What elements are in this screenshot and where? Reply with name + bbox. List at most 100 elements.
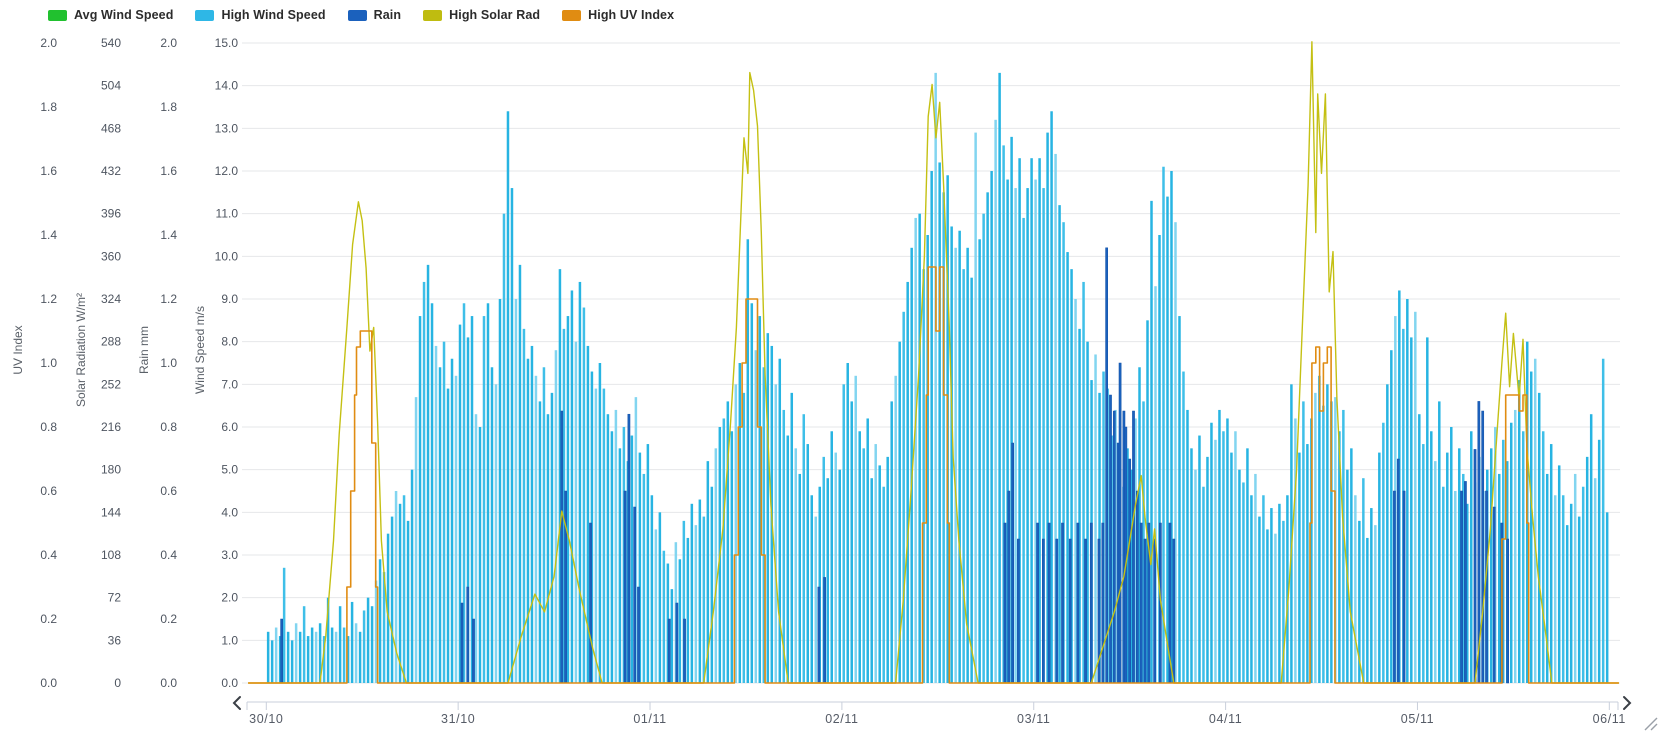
wind-bar (942, 192, 945, 684)
rain-bar (633, 506, 637, 684)
rain-bar (472, 618, 475, 684)
wind-bar (1390, 350, 1393, 683)
wind-bar (1178, 316, 1181, 683)
series-high-solar-rad-line (248, 41, 1619, 684)
wind-bar (954, 247, 957, 684)
y-tick-label: 288 (101, 335, 121, 349)
y-tick-label: 1.2 (160, 292, 177, 306)
wind-bar (1454, 491, 1457, 683)
wind-bar (422, 281, 426, 683)
y-axis-solar: 0 36 72 108 144 180 216 252 288 324 360 396 432 468 50… (74, 36, 121, 690)
y-tick-label: 2.0 (221, 591, 238, 605)
wind-bar (418, 316, 422, 683)
wind-bar (326, 597, 330, 683)
wind-bar (986, 192, 989, 684)
x-date-label: 02/11 (825, 712, 858, 726)
wind-bar (450, 358, 454, 683)
wind-bar (542, 367, 546, 683)
legend-item-high-uv-index[interactable]: High UV Index (562, 8, 674, 22)
legend-item-high-wind-speed[interactable]: High Wind Speed (195, 8, 326, 22)
rain-bar (1101, 522, 1105, 684)
y-tick-label: 0.2 (160, 612, 177, 626)
y-tick-label: 13.0 (215, 121, 239, 135)
y-axis-title-rain: Rain mm (137, 326, 151, 374)
wind-bar (686, 537, 690, 683)
wind-bar (1046, 132, 1049, 684)
rain-bar (1143, 538, 1147, 684)
wind-bar (826, 478, 829, 683)
y-tick-label: 11.0 (216, 207, 239, 221)
wind-bar (1270, 508, 1273, 683)
wind-bar (1186, 409, 1189, 683)
wind-bar (534, 375, 538, 683)
wind-bar (966, 247, 969, 684)
y-tick-label: 1.6 (40, 164, 57, 178)
wind-bar (910, 247, 913, 684)
wind-bar (750, 303, 754, 683)
legend-label: Avg Wind Speed (74, 8, 174, 22)
y-tick-label: 540 (101, 36, 121, 50)
y-axis-title-solar: Solar Radiation W/m² (74, 293, 88, 407)
wind-bar (1601, 358, 1605, 683)
y-tick-label: 1.2 (40, 292, 57, 306)
legend-item-avg-wind-speed[interactable]: Avg Wind Speed (48, 8, 173, 22)
wind-bar (1238, 469, 1241, 683)
legend-item-high-solar-rad[interactable]: High Solar Rad (423, 8, 540, 22)
y-tick-label: 0.8 (160, 420, 177, 434)
wind-bar (1210, 422, 1213, 683)
wind-bar (1010, 136, 1013, 683)
wind-bar (1414, 311, 1417, 683)
wind-bar (502, 213, 506, 683)
wind-bar (726, 401, 730, 683)
wind-bar (1569, 503, 1573, 683)
wind-bar (1258, 516, 1261, 683)
x-date-label: 06/11 (1593, 712, 1626, 726)
rain-bar (1393, 490, 1396, 684)
y-tick-label: 0.0 (221, 676, 238, 690)
wind-bar (922, 269, 925, 683)
wind-bar (1150, 200, 1153, 683)
wind-bar (1286, 495, 1289, 683)
wind-bar (762, 367, 766, 683)
wind-bar (846, 363, 849, 683)
wind-bar (522, 328, 526, 683)
wind-bar (1206, 456, 1209, 683)
rain-bar (637, 586, 640, 684)
wind-bar (882, 486, 885, 683)
rain-bar (823, 577, 826, 684)
rain-bar (1485, 490, 1488, 684)
wind-bar (594, 388, 598, 683)
wind-bar (1042, 188, 1045, 684)
wind-bar (706, 461, 710, 683)
wind-bar (958, 230, 961, 683)
wind-bar (406, 520, 410, 683)
rain-bar (1139, 522, 1143, 684)
wind-bar (1378, 452, 1381, 683)
wind-bar (330, 627, 334, 683)
y-tick-label: 9.0 (221, 292, 238, 306)
wind-bar (930, 171, 933, 683)
wind-bar (806, 444, 810, 683)
y-tick-label: 432 (101, 164, 121, 178)
y-tick-label: 504 (101, 79, 121, 93)
wind-bar (1406, 299, 1409, 683)
wind-bar (430, 303, 434, 683)
wind-bar (1362, 478, 1365, 683)
wind-bar (1382, 422, 1385, 683)
wind-bar (306, 636, 310, 683)
wind-bar (1430, 431, 1433, 683)
wind-bar (390, 516, 394, 683)
wind-bar (1266, 529, 1269, 683)
legend-item-rain[interactable]: Rain (347, 8, 402, 22)
resize-handle[interactable] (1643, 717, 1659, 731)
chevron-right-icon[interactable] (1623, 696, 1632, 710)
chevron-left-icon[interactable] (232, 696, 241, 710)
x-date-label: 04/11 (1209, 712, 1242, 726)
wind-bar (1074, 299, 1077, 683)
wind-bar (886, 456, 889, 683)
rain-bar (280, 618, 283, 684)
y-tick-label: 8.0 (221, 335, 238, 349)
wind-bar (714, 448, 718, 683)
y-tick-label: 216 (101, 420, 121, 434)
wind-bar (1358, 520, 1361, 683)
